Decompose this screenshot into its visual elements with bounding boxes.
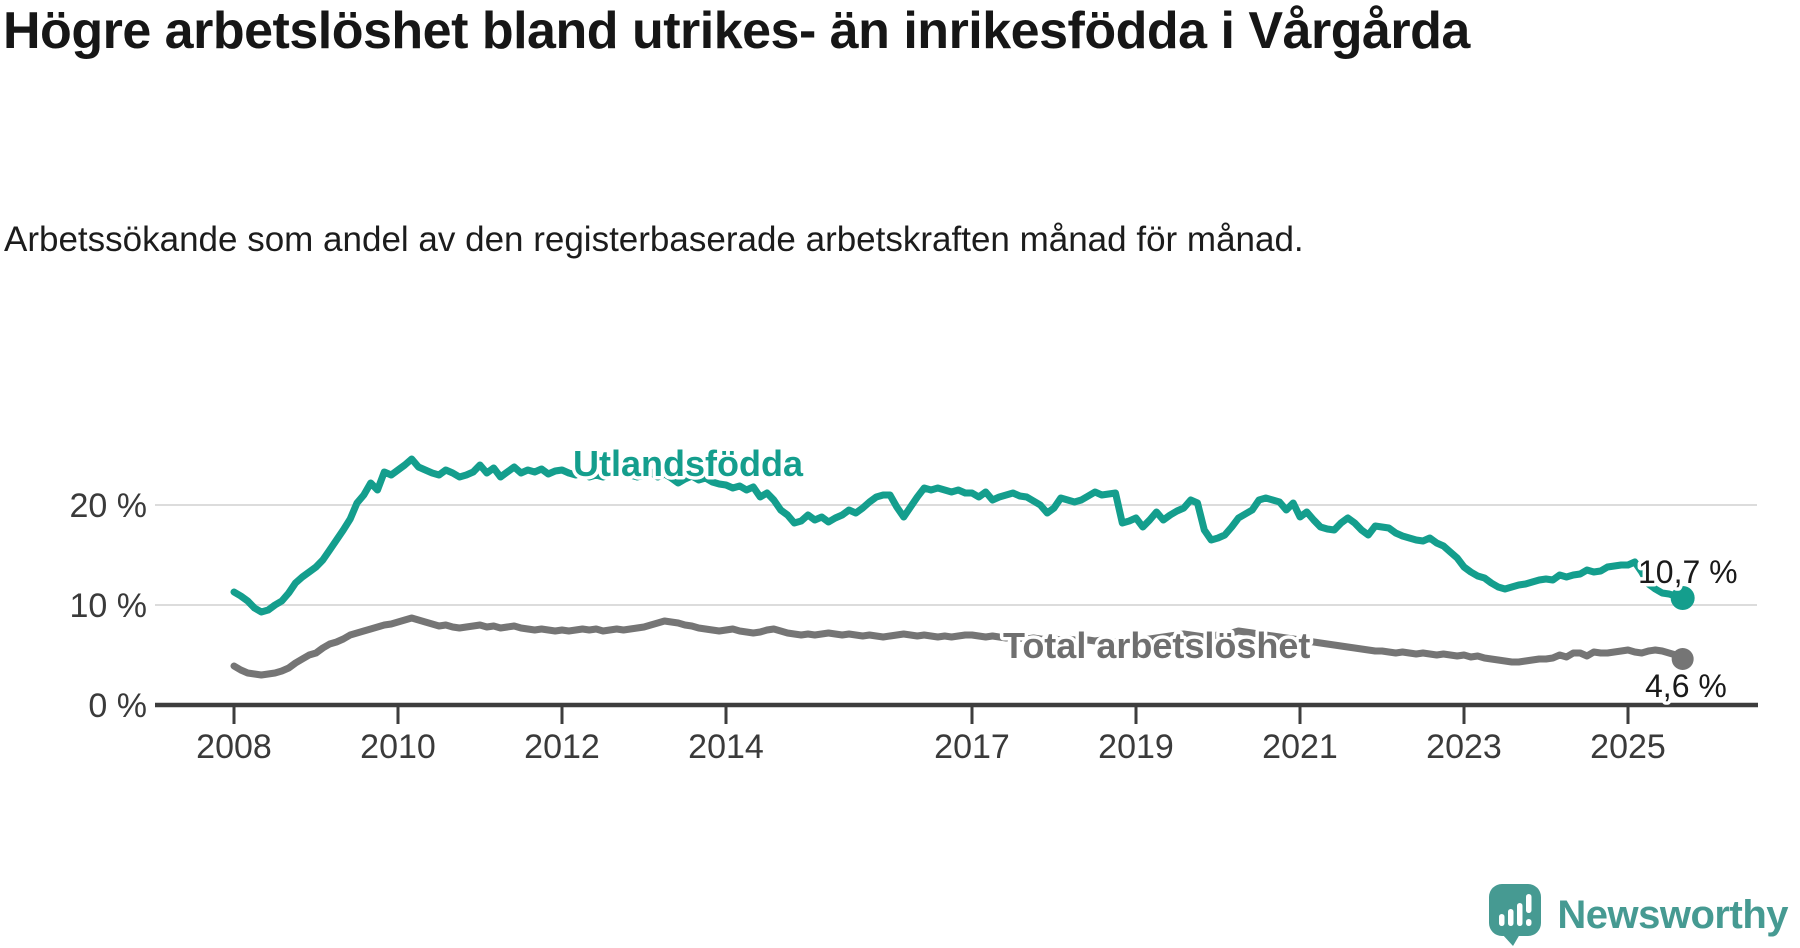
series-end-dots bbox=[1670, 586, 1695, 670]
end-value-label-utlandsfodda: 10,7 % bbox=[1638, 554, 1738, 590]
x-tick-label: 2014 bbox=[688, 728, 764, 766]
x-tick-label: 2010 bbox=[360, 728, 436, 766]
x-tick-label: 2019 bbox=[1098, 728, 1174, 766]
newsworthy-wordmark: Newsworthy bbox=[1557, 892, 1788, 937]
newsworthy-logo-icon bbox=[1489, 884, 1542, 946]
x-tick-label: 2023 bbox=[1426, 728, 1502, 766]
newsworthy-brand: Newsworthy bbox=[1487, 884, 1788, 946]
y-axis-labels: 0 % 10 % 20 % bbox=[70, 487, 148, 725]
x-tick-label: 2025 bbox=[1590, 728, 1666, 766]
line-total-arbetsloshet bbox=[230, 614, 1687, 679]
end-dot-total-arbetsloshet bbox=[1671, 648, 1694, 670]
chart-subtitle: Arbetssökande som andel av den registerb… bbox=[4, 220, 1304, 259]
page-title: Högre arbetslöshet bland utrikes- än inr… bbox=[3, 2, 1470, 60]
y-tick-label: 10 % bbox=[70, 587, 148, 625]
x-tick-label: 2012 bbox=[524, 728, 600, 766]
end-dot-utlandsfodda bbox=[1670, 586, 1695, 610]
series-label-utlandsfodda: Utlandsfödda bbox=[573, 443, 804, 484]
x-tick-label: 2008 bbox=[196, 728, 272, 766]
y-tick-label: 0 % bbox=[88, 687, 147, 725]
series-label-total-arbetsloshet: Total arbetslöshet bbox=[1003, 625, 1310, 666]
end-value-label-total: 4,6 % bbox=[1645, 668, 1727, 704]
line-utlandsfodda bbox=[230, 455, 1687, 616]
x-axis-labels: 2008 2010 2012 2014 2017 2019 2021 2023 2025 bbox=[196, 728, 1666, 766]
gridlines bbox=[155, 504, 1757, 606]
y-tick-label: 20 % bbox=[70, 487, 148, 525]
series-lines bbox=[230, 455, 1687, 679]
x-tick-label: 2021 bbox=[1262, 728, 1338, 766]
x-axis bbox=[155, 702, 1758, 724]
x-tick-label: 2017 bbox=[934, 728, 1010, 766]
